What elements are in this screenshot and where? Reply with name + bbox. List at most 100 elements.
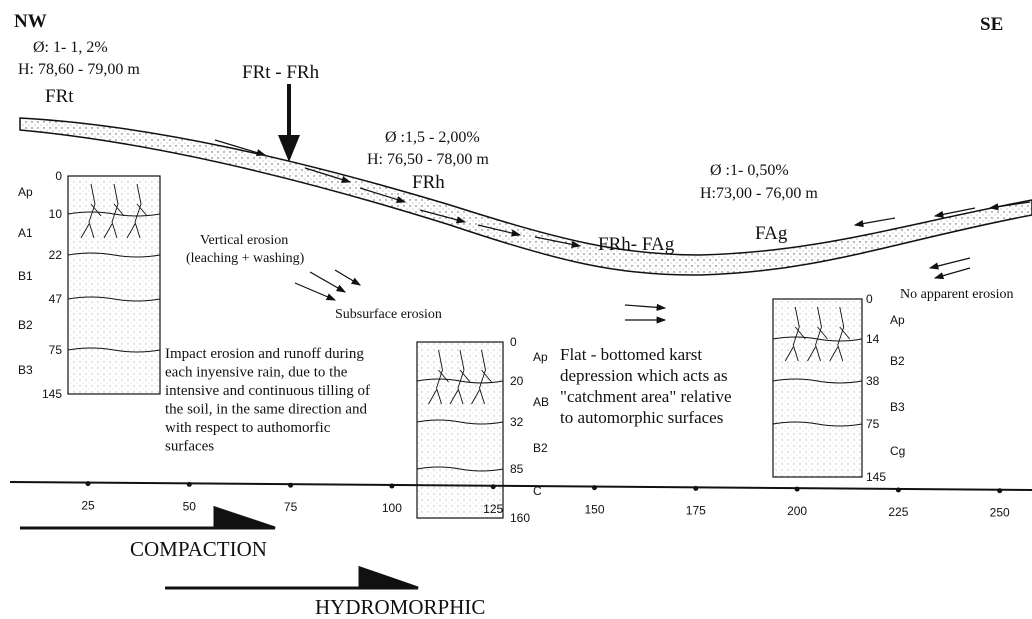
horizon-label: B2 xyxy=(18,318,33,332)
axis-label: 200 xyxy=(787,504,807,518)
horizon-boundary xyxy=(416,419,504,425)
depth-label: 0 xyxy=(55,169,62,183)
horizon-label: AB xyxy=(533,395,549,409)
slope: Ø :1- 0,50% xyxy=(710,162,789,179)
horizon-label: B3 xyxy=(18,363,33,377)
root xyxy=(80,183,102,239)
soil-unit: FRh xyxy=(412,172,445,193)
erosion-label: Subsurface erosion xyxy=(335,307,442,322)
depth-label: 22 xyxy=(49,248,63,262)
horizon-boundary xyxy=(416,466,504,472)
note-line: with respect to authomorfic xyxy=(165,420,331,436)
depth-label: 38 xyxy=(866,374,880,388)
axis-tick xyxy=(85,481,91,487)
horizon-boundary xyxy=(67,252,161,258)
axis-label: 250 xyxy=(990,506,1010,520)
note-line: to automorphic surfaces xyxy=(560,408,723,427)
axis-tick xyxy=(997,488,1003,494)
root xyxy=(784,306,806,362)
axis-tick xyxy=(490,484,496,490)
note-line: intensive and continuous tilling of xyxy=(165,383,370,399)
depth-label: 160 xyxy=(510,511,530,525)
horizon-boundary xyxy=(67,347,161,353)
distance-axis xyxy=(9,481,1032,491)
root xyxy=(126,183,148,239)
axis-tick xyxy=(389,483,395,489)
axis-tick xyxy=(186,481,192,487)
transition-arrow xyxy=(278,84,300,162)
depth-label: 10 xyxy=(49,207,63,221)
depth-label: 85 xyxy=(510,462,524,476)
axis-label: 50 xyxy=(183,499,197,513)
axis-label: 125 xyxy=(483,502,503,516)
slope: Ø :1,5 - 2,00% xyxy=(385,129,480,146)
soil-unit: FAg xyxy=(755,223,788,244)
horizon-boundary xyxy=(67,296,161,302)
soil-surface xyxy=(19,117,1032,276)
note-line: Flat - bottomed karst xyxy=(560,345,702,364)
horizon-label: Cg xyxy=(890,444,905,458)
horizon-label: Ap xyxy=(533,350,548,364)
axis-label: 175 xyxy=(686,503,706,517)
horizon-label: C xyxy=(533,484,542,498)
axis-label: 100 xyxy=(382,501,402,515)
horizon-label: B2 xyxy=(533,441,548,455)
transition: FRh- FAg xyxy=(598,234,675,255)
root xyxy=(807,306,828,362)
axis-tick xyxy=(288,482,294,488)
horizon-label: A1 xyxy=(18,226,33,240)
height: H: 78,60 - 79,00 m xyxy=(18,61,140,78)
axis-tick xyxy=(794,486,800,492)
depth-label: 0 xyxy=(866,292,873,306)
axis-tick xyxy=(592,485,597,491)
horizon-label: B2 xyxy=(890,354,905,368)
depth-label: 75 xyxy=(866,417,880,431)
note-line: "catchment area" relative xyxy=(560,387,732,406)
soil-unit: FRt xyxy=(45,86,74,107)
erosion-label: No apparent erosion xyxy=(900,287,1014,302)
horizon-label: Ap xyxy=(18,185,33,199)
depth-label: 145 xyxy=(42,387,62,401)
trend-label: HYDROMORPHIC xyxy=(315,595,485,619)
soil-profile xyxy=(416,341,504,519)
note-line: each inyensive rain, due to the xyxy=(165,365,348,381)
root xyxy=(471,349,492,405)
direction-label: NW xyxy=(14,11,47,32)
horizon-boundary xyxy=(772,421,863,427)
note-line: depression which acts as xyxy=(560,366,728,385)
flow-arrows xyxy=(214,139,1031,324)
axis-label: 225 xyxy=(888,505,908,519)
depth-label: 75 xyxy=(49,343,63,357)
compaction-arrow xyxy=(20,505,276,530)
axis-label: 75 xyxy=(284,500,298,514)
root xyxy=(829,306,851,362)
erosion-label: Vertical erosion xyxy=(200,233,288,248)
depth-label: 32 xyxy=(510,415,524,429)
direction-label: SE xyxy=(980,14,1003,35)
slope: Ø: 1- 1, 2% xyxy=(33,39,108,56)
axis-tick xyxy=(895,487,901,493)
root xyxy=(103,183,125,239)
horizon-label: B3 xyxy=(890,400,905,414)
horizon-label: Ap xyxy=(890,313,905,327)
depth-label: 0 xyxy=(510,335,517,349)
soil-profile xyxy=(67,175,161,395)
trend-label: COMPACTION xyxy=(130,537,267,561)
note-line: the soil, in the same direction and xyxy=(165,402,368,418)
depth-label: 47 xyxy=(49,292,63,306)
erosion-label: (leaching + washing) xyxy=(186,251,305,266)
soil-profile xyxy=(772,298,863,478)
axis-label: 25 xyxy=(81,499,95,513)
depth-label: 14 xyxy=(866,332,880,346)
note-line: surfaces xyxy=(165,439,214,455)
root xyxy=(449,349,471,405)
height: H:73,00 - 76,00 m xyxy=(700,185,818,202)
hydromorphic-arrow xyxy=(165,565,419,590)
axis-label: 150 xyxy=(584,503,604,517)
axis-tick xyxy=(693,485,699,491)
transition: FRt - FRh xyxy=(242,62,320,83)
root xyxy=(428,349,449,405)
note-line: Impact erosion and runoff during xyxy=(165,346,364,362)
horizon-label: B1 xyxy=(18,269,33,283)
